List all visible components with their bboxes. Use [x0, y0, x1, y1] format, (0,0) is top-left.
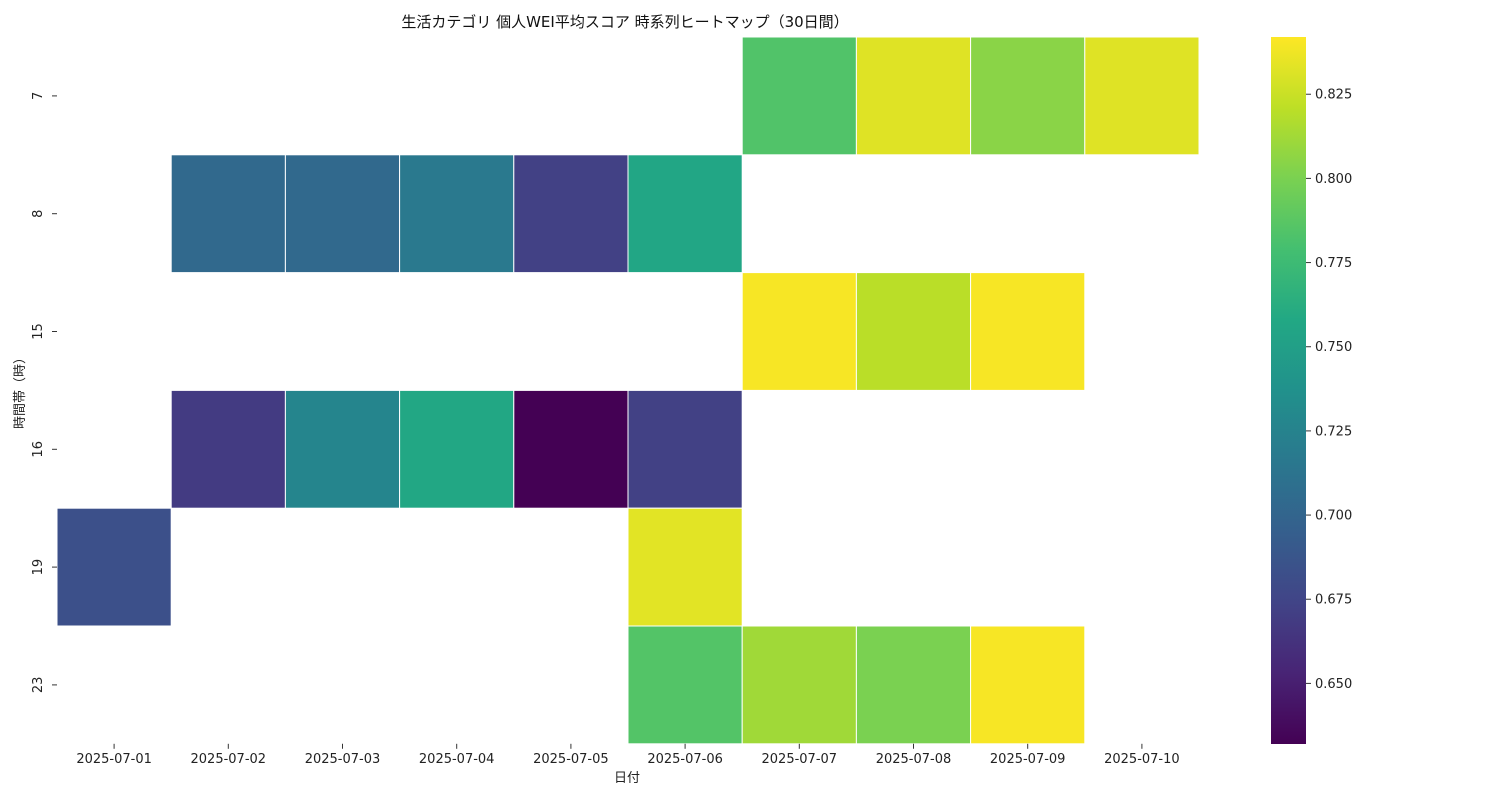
x-axis-label: 日付: [614, 771, 640, 786]
heatmap-cell: [855, 36, 972, 156]
colorbar-ticks: 0.650 0.675 0.700 0.725 0.750 0.775 0.800 0.825: [1306, 88, 1352, 692]
chart-title: 生活カテゴリ 個人WEI平均スコア 時系列ヒートマップ（30日間）: [401, 13, 848, 31]
y-tick-label: 23: [31, 677, 46, 694]
x-tick-label: 2025-07-10: [1104, 752, 1180, 767]
heatmap-cell: [970, 272, 1086, 391]
y-tick-label: 16: [31, 441, 46, 458]
colorbar-tick-label: 0.700: [1315, 509, 1352, 524]
heatmap-cell: [399, 154, 515, 274]
heatmap-cells: [56, 36, 1200, 745]
colorbar-tick-label: 0.775: [1315, 256, 1352, 271]
colorbar-tick-label: 0.825: [1315, 88, 1352, 103]
heatmap-cell: [627, 389, 743, 509]
colorbar: [1271, 37, 1306, 744]
x-axis-ticks: 2025-07-01 2025-07-02 2025-07-03 2025-07-04…: [76, 743, 1180, 767]
y-tick-label: 7: [31, 92, 46, 100]
x-tick-label: 2025-07-01: [76, 752, 152, 767]
y-tick-label: 8: [31, 210, 46, 218]
y-axis-ticks: 7 8 15 16 19 23: [31, 92, 57, 693]
x-tick-label: 2025-07-08: [876, 752, 952, 767]
heatmap-cell: [855, 625, 972, 745]
y-tick-label: 15: [31, 323, 46, 340]
heatmap-cell: [170, 389, 286, 509]
heatmap-cell: [627, 507, 743, 627]
heatmap-cell: [56, 507, 172, 627]
y-axis-label: 時間帯（時）: [13, 351, 28, 429]
colorbar-tick-label: 0.725: [1315, 424, 1352, 439]
heatmap-cell: [741, 36, 857, 156]
x-tick-label: 2025-07-03: [305, 752, 381, 767]
heatmap-cell: [284, 154, 401, 274]
heatmap-cell: [1084, 36, 1200, 156]
y-tick-label: 19: [31, 559, 46, 576]
heatmap-cell: [627, 154, 743, 274]
x-tick-label: 2025-07-02: [191, 752, 267, 767]
colorbar-tick-label: 0.800: [1315, 172, 1352, 187]
heatmap-cell: [741, 272, 857, 391]
x-tick-label: 2025-07-07: [762, 752, 838, 767]
colorbar-tick-label: 0.750: [1315, 340, 1352, 355]
heatmap-cell: [741, 625, 857, 745]
colorbar-tick-label: 0.675: [1315, 593, 1352, 608]
heatmap-cell: [513, 389, 629, 509]
x-tick-label: 2025-07-06: [647, 752, 723, 767]
heatmap-cell: [399, 389, 515, 509]
heatmap-cell: [284, 389, 401, 509]
heatmap-cell: [970, 36, 1086, 156]
heatmap-cell: [855, 272, 972, 391]
heatmap-cell: [970, 625, 1086, 745]
heatmap-cell: [627, 625, 743, 745]
heatmap-cell: [170, 154, 286, 274]
colorbar-tick-label: 0.650: [1315, 677, 1352, 692]
x-tick-label: 2025-07-05: [533, 752, 609, 767]
x-tick-label: 2025-07-09: [990, 752, 1066, 767]
heatmap-cell: [513, 154, 629, 274]
x-tick-label: 2025-07-04: [419, 752, 495, 767]
